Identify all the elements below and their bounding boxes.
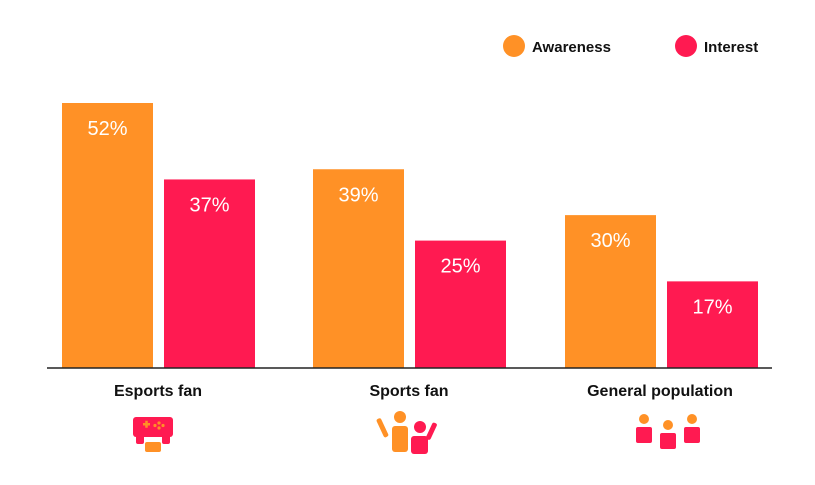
bar-interest-sports-fan: [415, 240, 506, 368]
bar-awareness-sports-fan: [313, 169, 404, 368]
legend-item-interest: Interest: [675, 35, 758, 57]
game-controller-icon: [133, 417, 173, 452]
category-label-sports-fan: Sports fan: [369, 383, 448, 400]
bar-interest-esports-fan: [164, 179, 255, 368]
bar-interest-general-population: [667, 281, 758, 368]
value-label-interest-sports-fan: 25%: [440, 256, 480, 278]
value-label-interest-general-population: 17%: [692, 296, 732, 318]
legend-swatch-awareness: [503, 35, 525, 57]
value-label-awareness-esports-fan: 52%: [87, 118, 127, 140]
legend-label-awareness: Awareness: [532, 39, 611, 56]
category-label-general-population: General population: [587, 383, 733, 400]
people-group-icon: [636, 414, 700, 449]
legend: Awareness Interest: [503, 35, 758, 57]
bar-awareness-esports-fan: [62, 103, 153, 368]
category-label-esports-fan: Esports fan: [114, 383, 202, 400]
legend-swatch-interest: [675, 35, 697, 57]
bar-awareness-general-population: [565, 215, 656, 368]
value-label-awareness-sports-fan: 39%: [338, 184, 378, 206]
sports-fans-icon: [376, 411, 437, 454]
legend-item-awareness: Awareness: [503, 35, 611, 57]
value-label-awareness-general-population: 30%: [590, 230, 630, 252]
category-labels: Esports fan Sports fan General populatio…: [114, 383, 733, 400]
legend-label-interest: Interest: [704, 39, 758, 56]
value-labels: 52% 37% 39% 25% 30% 17%: [87, 118, 732, 318]
value-label-interest-esports-fan: 37%: [189, 194, 229, 216]
bars: [62, 103, 758, 368]
